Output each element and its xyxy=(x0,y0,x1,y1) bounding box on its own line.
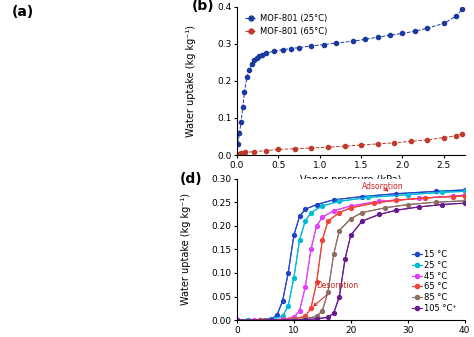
Text: (a): (a) xyxy=(11,5,34,19)
Text: (b): (b) xyxy=(191,0,214,13)
Legend: 15 °C, 25 °C, 45 °C, 65 °C, 85 °C, 105 °C⁺: 15 °C, 25 °C, 45 °C, 65 °C, 85 °C, 105 °… xyxy=(408,247,460,316)
X-axis label: Vapor pressure (kPa): Vapor pressure (kPa) xyxy=(300,175,401,185)
Y-axis label: Water uptake (kg kg⁻¹): Water uptake (kg kg⁻¹) xyxy=(186,25,196,137)
Legend: MOF-801 (25°C), MOF-801 (65°C): MOF-801 (25°C), MOF-801 (65°C) xyxy=(241,11,331,40)
Text: (c): (c) xyxy=(11,177,33,191)
Text: Desorption: Desorption xyxy=(314,281,359,306)
Y-axis label: Water uptake (kg kg⁻¹): Water uptake (kg kg⁻¹) xyxy=(182,193,191,305)
Text: Adsorption: Adsorption xyxy=(362,182,404,191)
Text: (d): (d) xyxy=(180,172,203,186)
